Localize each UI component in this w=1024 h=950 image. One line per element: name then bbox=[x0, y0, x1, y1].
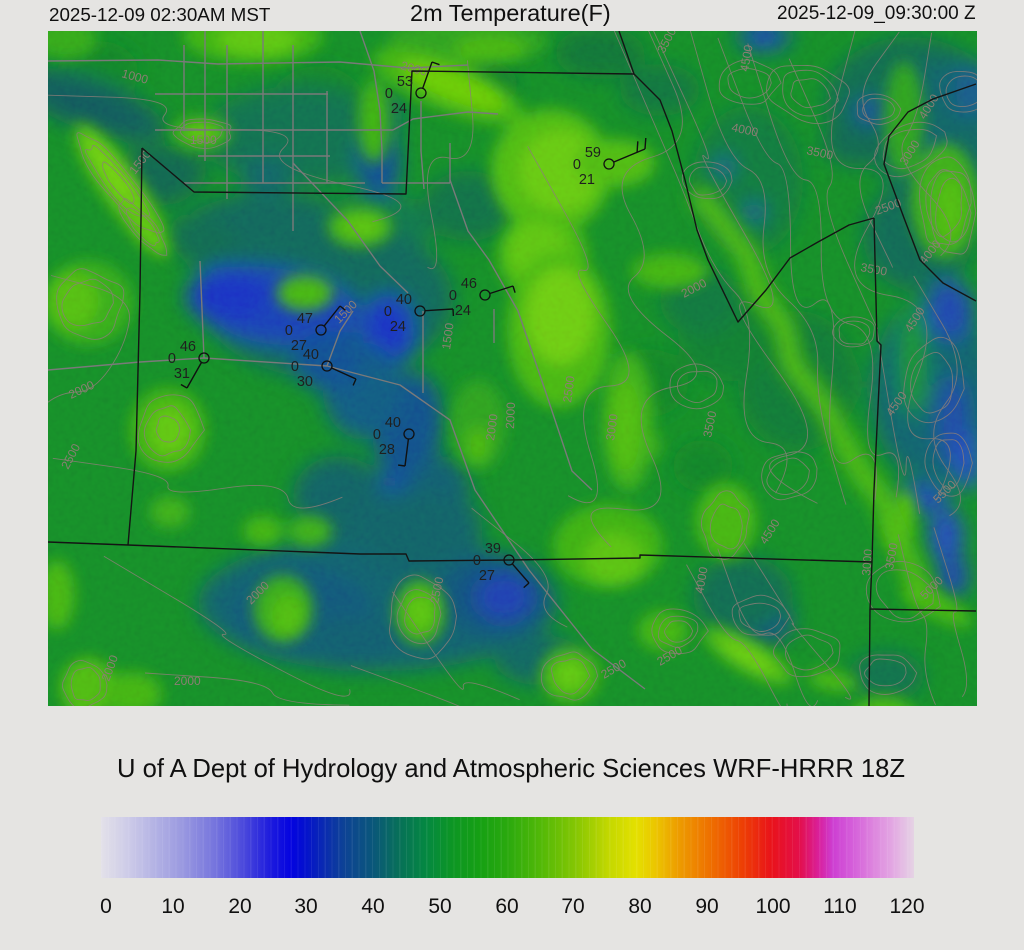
svg-text:39: 39 bbox=[485, 541, 501, 557]
svg-text:31: 31 bbox=[174, 366, 190, 382]
svg-text:24: 24 bbox=[390, 319, 406, 335]
svg-text:40: 40 bbox=[385, 415, 401, 431]
svg-text:0: 0 bbox=[285, 323, 293, 339]
svg-text:4500: 4500 bbox=[737, 43, 755, 72]
svg-text:0: 0 bbox=[473, 553, 481, 569]
svg-text:4000: 4000 bbox=[692, 565, 710, 594]
svg-text:3500: 3500 bbox=[700, 409, 719, 438]
svg-text:24: 24 bbox=[455, 303, 471, 319]
svg-text:47: 47 bbox=[297, 311, 313, 327]
svg-text:24: 24 bbox=[391, 101, 407, 117]
svg-text:2500: 2500 bbox=[427, 575, 446, 604]
svg-text:1500: 1500 bbox=[439, 322, 457, 351]
svg-text:0: 0 bbox=[449, 288, 457, 304]
svg-text:2000: 2000 bbox=[399, 58, 429, 79]
svg-text:2500: 2500 bbox=[560, 375, 578, 404]
svg-text:46: 46 bbox=[461, 276, 477, 292]
svg-text:0: 0 bbox=[373, 427, 381, 443]
svg-text:0: 0 bbox=[385, 86, 393, 102]
svg-text:3500: 3500 bbox=[805, 143, 834, 162]
svg-text:2000: 2000 bbox=[503, 402, 518, 429]
svg-text:30: 30 bbox=[297, 374, 313, 390]
svg-text:0: 0 bbox=[168, 351, 176, 367]
svg-text:0: 0 bbox=[384, 304, 392, 320]
svg-text:3000: 3000 bbox=[603, 413, 621, 442]
svg-text:3500: 3500 bbox=[882, 541, 900, 570]
svg-text:40: 40 bbox=[396, 292, 412, 308]
svg-text:1500: 1500 bbox=[190, 133, 217, 147]
svg-text:2000: 2000 bbox=[483, 413, 501, 442]
svg-text:40: 40 bbox=[303, 347, 319, 363]
svg-text:3500: 3500 bbox=[859, 260, 888, 278]
svg-text:59: 59 bbox=[585, 145, 601, 161]
svg-text:1000: 1000 bbox=[120, 66, 150, 87]
svg-text:28: 28 bbox=[379, 442, 395, 458]
svg-text:53: 53 bbox=[397, 74, 413, 90]
svg-text:2000: 2000 bbox=[174, 674, 201, 688]
svg-text:27: 27 bbox=[291, 338, 307, 354]
svg-text:21: 21 bbox=[579, 172, 595, 188]
svg-text:0: 0 bbox=[291, 359, 299, 375]
svg-text:0: 0 bbox=[573, 157, 581, 173]
svg-text:27: 27 bbox=[479, 568, 495, 584]
svg-text:46: 46 bbox=[180, 339, 196, 355]
svg-text:4000: 4000 bbox=[730, 120, 759, 139]
